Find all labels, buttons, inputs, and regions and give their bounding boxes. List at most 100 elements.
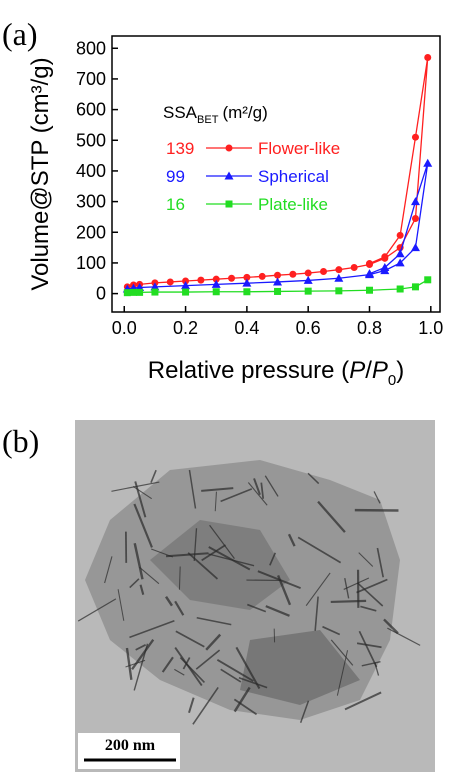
crystal-edge: [356, 642, 382, 649]
data-point: [411, 133, 419, 141]
legend-title-unit: (m²/g): [222, 103, 267, 122]
data-point: [274, 287, 282, 295]
y-tick-label: 600: [76, 100, 106, 120]
crystal-edge: [235, 646, 261, 690]
crystal-edge: [150, 548, 174, 558]
crystal-edge: [257, 570, 301, 590]
legend-marker: [225, 200, 233, 208]
data-point: [136, 288, 144, 296]
data-point: [395, 258, 405, 267]
crystal-edge: [220, 488, 253, 503]
crystal-edge: [188, 469, 197, 509]
crystal-edge: [125, 647, 133, 680]
x-tick-label: 0.4: [234, 318, 259, 338]
x-label-p: P: [349, 357, 365, 384]
crystal-edge: [343, 577, 370, 590]
crystal-edge: [376, 547, 385, 578]
y-tick-label: 500: [76, 130, 106, 150]
legend-title-sub: BET: [197, 114, 219, 126]
crystal-edge: [287, 533, 296, 547]
data-point: [424, 276, 432, 284]
data-point: [212, 275, 220, 283]
crystal-edge: [129, 578, 140, 589]
crystal-edge: [238, 676, 268, 689]
crystal-edge: [269, 552, 277, 566]
data-point: [411, 283, 419, 291]
x-label-text: Relative pressure (: [148, 357, 349, 384]
tem-image: [75, 420, 435, 772]
data-point: [274, 271, 282, 279]
legend-label: Flower-like: [258, 139, 340, 158]
data-point: [273, 277, 283, 286]
data-point: [410, 197, 420, 206]
crystal-edge: [260, 482, 265, 499]
data-point: [364, 269, 374, 278]
scale-bar-label: 200 nm: [105, 737, 156, 754]
data-point: [181, 281, 191, 290]
crystal-edge: [174, 600, 185, 616]
crystal-edge: [139, 566, 160, 585]
y-tick-label: 800: [76, 38, 106, 58]
crystal-edge: [133, 543, 144, 580]
crystal-edge: [104, 556, 113, 584]
crystal-edge: [265, 605, 290, 617]
crystal-edge: [330, 639, 354, 666]
crystal-edge: [317, 500, 346, 533]
crystal-edge: [357, 582, 384, 607]
data-point: [365, 286, 373, 294]
crystal-edge: [233, 686, 251, 713]
legend-ssa: 99: [166, 167, 185, 186]
y-tick-label: 100: [76, 253, 106, 273]
data-point: [182, 288, 190, 296]
data-point: [395, 249, 405, 258]
data-point: [320, 268, 328, 276]
data-point: [365, 260, 373, 268]
crystal-edge: [131, 639, 155, 670]
crystal-edge: [360, 605, 377, 612]
crystal-edge: [139, 584, 145, 595]
crystal-edge: [192, 686, 219, 725]
data-point: [212, 288, 220, 296]
crystal-edge: [195, 649, 221, 670]
y-tick-label: 700: [76, 69, 106, 89]
crystal-edge: [201, 544, 226, 562]
x-label-sub: 0: [388, 372, 396, 389]
crystal-edge: [216, 658, 254, 682]
legend-label: Spherical: [258, 167, 329, 186]
crystal-edge: [134, 481, 147, 518]
data-point: [123, 289, 131, 297]
y-tick-label: 400: [76, 161, 106, 181]
data-point: [335, 287, 343, 295]
data-point: [381, 253, 389, 261]
data-point: [304, 287, 312, 295]
crystal-edge: [174, 668, 185, 676]
crystal-edge: [133, 643, 149, 691]
crystal-edge: [133, 503, 153, 548]
data-point: [243, 288, 251, 296]
crystal-edge: [344, 691, 382, 711]
legend-ssa: 139: [166, 139, 194, 158]
x-tick-label: 0.2: [173, 318, 198, 338]
crystal-edge: [165, 595, 174, 607]
crystal-edge: [322, 625, 341, 636]
crystal-edge: [383, 618, 399, 635]
x-tick-label: 0.0: [112, 318, 137, 338]
data-point: [211, 279, 221, 288]
crystal-edge: [387, 627, 421, 646]
crystal-edge: [165, 552, 209, 558]
data-point: [396, 231, 404, 239]
crystal-edge: [305, 572, 331, 607]
x-label-slash: /: [365, 357, 372, 384]
x-tick-label: 0.6: [296, 318, 321, 338]
crystal-edge: [220, 668, 242, 683]
crystal-edge: [233, 698, 258, 716]
data-point: [258, 272, 266, 280]
legend-marker: [225, 144, 233, 152]
crystal-edge: [178, 566, 181, 590]
data-point: [411, 214, 419, 222]
crystal-edge: [361, 660, 381, 667]
crystal-edge: [150, 469, 157, 483]
y-axis-label: Volume@STP (cm³/g): [27, 57, 54, 290]
